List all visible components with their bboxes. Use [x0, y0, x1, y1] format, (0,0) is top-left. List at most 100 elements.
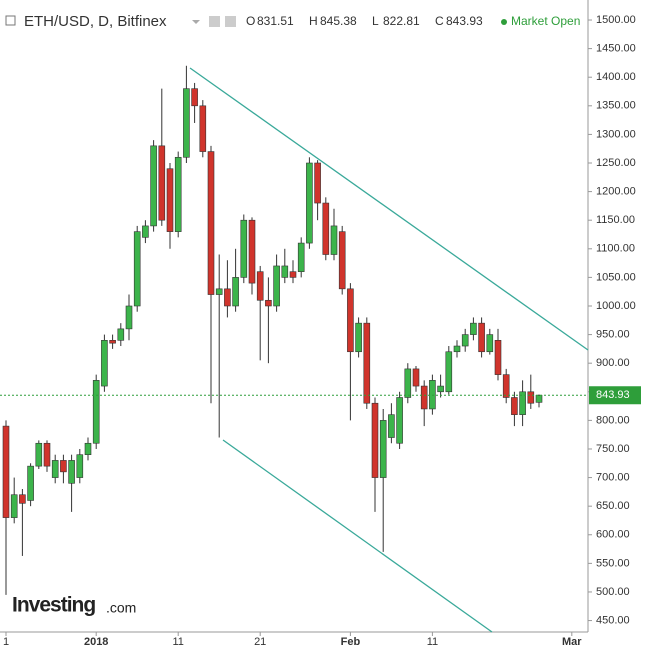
y-tick-label: 900.00 [596, 357, 630, 369]
candle-body [486, 334, 494, 353]
candle-body [117, 328, 125, 341]
ohlc-key: C [435, 14, 444, 28]
y-tick-label: 1200.00 [596, 186, 636, 198]
x-tick-label: Mar [562, 636, 582, 648]
trend-line [222, 439, 493, 633]
ohlc-key: H [309, 14, 318, 28]
candle-body [519, 391, 526, 415]
candle-body [142, 225, 149, 238]
y-tick-label: 650.00 [596, 500, 630, 512]
y-tick-label: 1500.00 [596, 14, 636, 26]
y-tick-label: 550.00 [596, 557, 630, 569]
y-tick-label: 1400.00 [596, 71, 636, 83]
candle-body [133, 231, 141, 307]
eye-icon[interactable] [209, 16, 220, 27]
candle-body [347, 288, 354, 353]
candle-body [248, 219, 256, 284]
x-tick-label: Feb [341, 636, 361, 648]
ohlc-value: 843.93 [446, 14, 483, 28]
candle-body [76, 454, 84, 478]
y-tick-label: 700.00 [596, 471, 630, 483]
candle-body [60, 460, 67, 473]
candle-body [232, 277, 239, 307]
candle-body [273, 265, 280, 307]
candle-body [289, 271, 297, 278]
candle-body [511, 397, 518, 415]
ohlc-key: O [246, 14, 255, 28]
candle-body [150, 145, 157, 227]
candle-body [92, 380, 100, 444]
candle-body [453, 345, 461, 353]
y-tick-label: 1300.00 [596, 128, 636, 140]
candle-body [207, 151, 215, 295]
candle-body [297, 242, 305, 272]
logo: Investing [12, 594, 95, 617]
ohlc-value: 831.51 [257, 14, 294, 28]
candle-body [2, 425, 10, 518]
x-tick-label: 11 [427, 636, 438, 648]
status: Market Open [511, 14, 580, 28]
y-tick-label: 500.00 [596, 586, 630, 598]
candle-body [10, 494, 18, 518]
candle-body [191, 88, 198, 107]
candle-body [281, 265, 289, 278]
candle-body [478, 322, 485, 353]
candle-body [199, 105, 207, 152]
candle-body [445, 351, 453, 393]
candle-body [224, 288, 231, 307]
candle-body [43, 442, 51, 467]
candle-body [494, 340, 502, 375]
candle-body [158, 145, 166, 221]
candle-body [379, 420, 387, 478]
y-tick-label: 1350.00 [596, 100, 636, 112]
candle-body [109, 340, 116, 344]
ohlc-value: 845.38 [320, 14, 357, 28]
ohlc-value: 822.81 [383, 14, 420, 28]
ohlc-key: L [372, 14, 379, 28]
candle-body [174, 156, 182, 232]
x-tick-label: 2018 [84, 636, 108, 648]
y-tick-label: 1050.00 [596, 271, 636, 283]
candle-body [183, 88, 190, 158]
y-tick-label: 600.00 [596, 529, 630, 541]
x-tick-label: 11 [172, 636, 183, 648]
candle-body [35, 442, 43, 467]
y-tick-label: 1000.00 [596, 300, 636, 312]
dropdown[interactable] [192, 20, 200, 24]
x-tick-label: 1 [3, 636, 9, 648]
trend-line [189, 67, 589, 351]
candle-body [535, 394, 543, 403]
candle-body [101, 340, 108, 387]
logo-suffix: .com [106, 600, 136, 616]
candle-body [396, 397, 403, 444]
y-tick-label: 750.00 [596, 443, 630, 455]
status-dot [501, 19, 507, 25]
y-tick-label: 1150.00 [596, 214, 635, 226]
collapse-icon[interactable] [5, 15, 16, 26]
y-tick-label: 950.00 [596, 328, 630, 340]
candle-body [240, 219, 248, 278]
candle-body [527, 391, 535, 404]
settings-icon[interactable] [225, 16, 236, 27]
candle-body [322, 202, 330, 255]
candle-body [166, 168, 174, 232]
candle-body [215, 288, 223, 295]
candle-body [125, 305, 133, 330]
candle-body [330, 225, 338, 255]
candle-body [429, 380, 436, 410]
candle-body [371, 402, 379, 478]
y-tick-label: 450.00 [596, 614, 630, 626]
price-label-bg [589, 386, 641, 405]
y-tick-label: 800.00 [596, 414, 630, 426]
candle-body [19, 494, 26, 504]
candle-body [461, 334, 469, 347]
candle-body [412, 368, 420, 387]
candle-body [470, 322, 477, 335]
y-tick-label: 1250.00 [596, 157, 636, 169]
candle-body [338, 231, 346, 290]
candle-body [355, 322, 362, 353]
candle-body [437, 385, 444, 393]
candle-body [420, 385, 428, 410]
